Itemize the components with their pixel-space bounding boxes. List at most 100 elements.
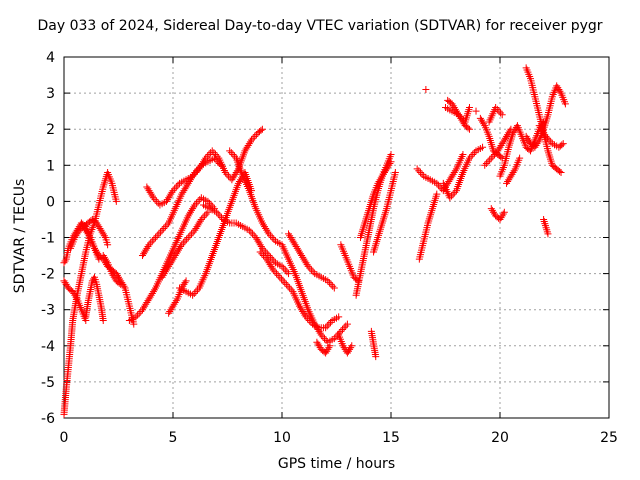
series-track-ah [503,154,524,187]
data-point [276,273,284,281]
data-point [195,165,203,173]
data-point [537,125,545,133]
data-point [281,266,289,274]
data-point [497,214,505,222]
data-point [169,302,177,310]
data-point [523,134,531,142]
data-point [196,196,204,204]
data-point [452,107,460,115]
data-point [185,178,193,186]
series-track-e [82,273,107,325]
data-point [73,230,81,238]
data-point [167,190,175,198]
data-point [158,226,166,234]
data-point [246,138,254,146]
data-point [228,176,236,184]
data-point [449,190,457,198]
data-point [294,246,302,254]
data-point [249,134,257,142]
data-point [164,196,172,204]
data-point [169,255,177,263]
data-point [173,248,181,256]
data-point [324,345,332,353]
data-point [170,300,178,308]
data-point [189,228,197,236]
data-point [274,271,282,279]
data-point [413,165,421,173]
data-point [287,234,295,241]
data-point [229,174,237,182]
data-point [150,286,158,294]
data-point [146,293,154,301]
series-track-an [472,107,480,115]
data-point [301,311,309,319]
data-point [115,279,123,287]
data-point [197,161,205,169]
data-point [230,172,238,180]
data-point [84,230,92,238]
x-tick-label: 5 [169,430,178,446]
data-point [120,282,128,290]
data-point [180,280,188,288]
data-point [465,154,473,162]
data-point [499,138,507,146]
data-point [143,183,151,191]
data-point [556,167,564,175]
data-point [306,264,314,272]
data-point [80,223,88,231]
data-point [347,344,355,352]
data-point [497,141,505,149]
data-point [264,257,272,265]
data-point [81,224,89,232]
series-track-g [99,252,125,288]
data-point [168,188,176,196]
data-point [104,241,112,249]
data-point [143,244,151,252]
data-point [459,118,467,126]
data-point [132,313,140,321]
data-point [257,243,265,251]
data-point [498,111,506,119]
data-point [542,132,550,140]
data-point [155,230,163,238]
series-track-h [125,194,218,325]
data-point [61,279,69,287]
data-point [171,298,179,306]
x-tick-label: 15 [382,430,400,446]
series-track-a [60,169,120,418]
data-point [154,199,162,207]
data-point [144,243,152,251]
data-point [292,243,300,251]
data-point [200,158,208,166]
data-point [174,246,182,254]
series-track-z [439,143,487,202]
data-point [218,214,226,222]
data-point [188,174,196,182]
data-point [97,226,105,234]
y-axis-label: SDTVAR / TECUs [12,178,28,294]
data-point [91,244,99,252]
data-point [509,169,517,177]
data-point [506,174,514,182]
data-point [258,250,266,258]
data-point [171,185,179,193]
data-point [165,309,173,317]
data-point [376,176,384,184]
data-point [324,277,332,285]
data-point [158,273,166,281]
data-point [190,203,198,211]
data-point [281,279,289,287]
data-point [270,257,278,265]
data-point [198,159,206,167]
data-point [160,270,168,278]
data-point [197,215,205,223]
data-point [464,124,472,132]
data-point [539,127,547,135]
data-point [229,150,237,158]
data-point [433,190,441,198]
data-point [138,252,146,260]
data-point [263,226,271,234]
data-point [451,167,459,175]
data-point [148,192,156,200]
